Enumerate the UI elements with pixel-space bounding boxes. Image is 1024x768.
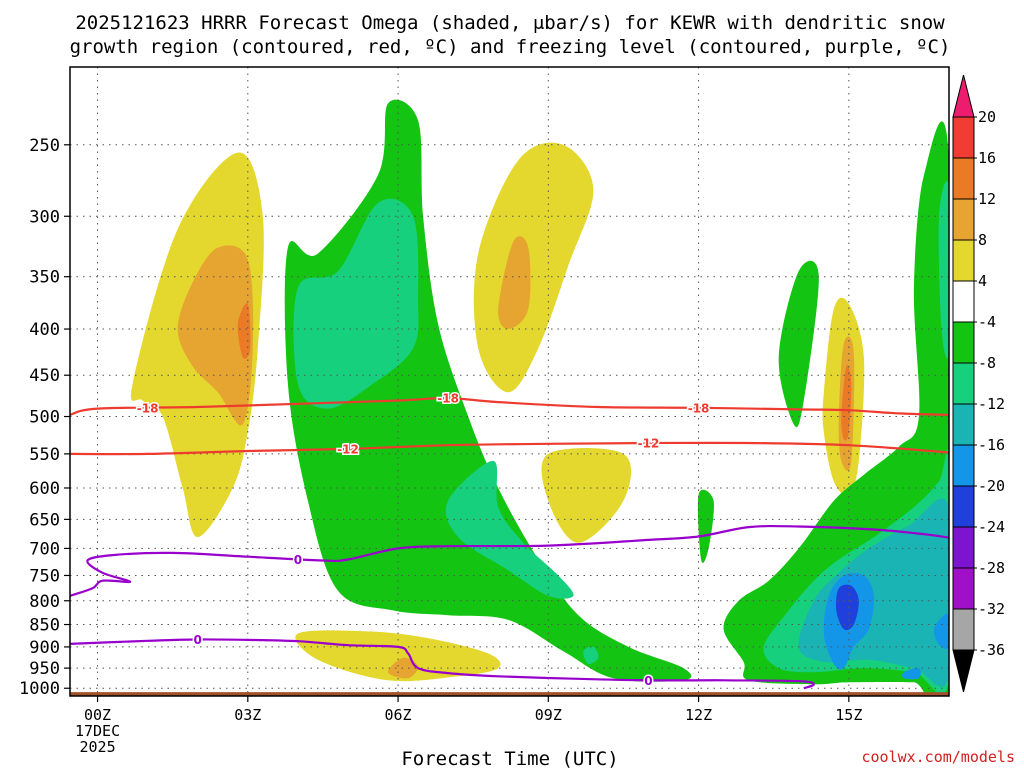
ytick-label-550: 550 — [29, 445, 60, 465]
colorbar-label-10: -24 — [978, 518, 1005, 536]
xtick-sublabel-0: 17DEC — [75, 722, 120, 740]
colorbar-bottom-arrow — [952, 649, 975, 693]
plot-area: -18 -18 -18 -12 -12 0 0 0 — [70, 67, 949, 696]
omega-shading — [130, 99, 949, 696]
surface-ground-bar — [70, 692, 949, 696]
omega-region-21 — [933, 613, 949, 650]
colorbar: 20 16 12 8 4 -4 -8 -12 -16 -20 -24 -28 -32 -36 — [952, 74, 1005, 693]
colorbar-label-2: 12 — [978, 190, 996, 208]
omega-region-10 — [295, 630, 501, 682]
omega-region-5 — [445, 460, 574, 599]
colorbar-label-13: -36 — [978, 641, 1005, 659]
xtick-label-15Z: 15Z — [835, 706, 862, 724]
dgz-contour-1 — [70, 441, 949, 456]
x-axis-label: Forecast Time (UTC) — [401, 748, 618, 768]
ytick-label-1000: 1000 — [19, 679, 60, 699]
xtick-label-03Z: 03Z — [234, 706, 261, 724]
colorbar-label-6: -8 — [978, 354, 996, 372]
omega-region-22 — [902, 667, 921, 680]
ytick-label-250: 250 — [29, 136, 60, 156]
omega-region-2 — [237, 303, 251, 359]
xtick-sublabel-1: 2025 — [79, 738, 115, 756]
colorbar-label-1: 16 — [978, 149, 996, 167]
colorbar-box-9 — [952, 485, 975, 528]
freezing-contour-label-0-0: 0 — [294, 553, 302, 567]
colorbar-box-8 — [952, 444, 975, 487]
freezing-contour-0 — [70, 524, 949, 597]
colorbar-box-4 — [952, 280, 975, 323]
colorbar-label-5: -4 — [978, 313, 996, 331]
colorbar-label-4: 4 — [978, 272, 987, 290]
colorbar-box-11 — [952, 567, 975, 610]
xtick-label-09Z: 09Z — [535, 706, 562, 724]
dgz-contour-label-0-1: -18 — [437, 392, 459, 406]
ytick-label-950: 950 — [29, 659, 60, 679]
omega-region-1 — [177, 245, 254, 426]
ytick-label-500: 500 — [29, 408, 60, 428]
colorbar-box-7 — [952, 403, 975, 446]
chart-title-line-1: 2025121623 HRRR Forecast Omega (shaded, … — [75, 12, 945, 34]
ytick-label-300: 300 — [29, 207, 60, 227]
ytick-label-850: 850 — [29, 616, 60, 636]
colorbar-box-3 — [952, 239, 975, 282]
omega-region-23 — [836, 584, 859, 631]
y-axis-ticks: 2503003504004505005506006507007508008509… — [19, 136, 70, 699]
xtick-label-00Z: 00Z — [84, 706, 111, 724]
freezing-contour-1 — [70, 638, 815, 690]
omega-region-12 — [697, 489, 714, 563]
colorbar-label-8: -16 — [978, 436, 1005, 454]
omega-region-16 — [841, 365, 852, 441]
colorbar-box-5 — [952, 321, 975, 364]
colorbar-label-0: 20 — [978, 108, 996, 126]
ytick-label-700: 700 — [29, 539, 60, 559]
ytick-label-900: 900 — [29, 638, 60, 658]
colorbar-box-2 — [952, 198, 975, 241]
omega-region-4 — [293, 198, 419, 409]
dgz-contour-label-0-2: -18 — [688, 401, 710, 415]
omega-region-7 — [473, 142, 594, 393]
colorbar-label-9: -20 — [978, 477, 1005, 495]
colorbar-label-3: 8 — [978, 231, 987, 249]
omega-region-8 — [498, 236, 531, 329]
colorbar-box-1 — [952, 157, 975, 200]
colorbar-label-11: -28 — [978, 559, 1005, 577]
omega-region-9 — [541, 448, 632, 543]
colorbar-box-6 — [952, 362, 975, 405]
ytick-label-400: 400 — [29, 320, 60, 340]
colorbar-box-12 — [952, 608, 975, 651]
xtick-label-06Z: 06Z — [385, 706, 412, 724]
ytick-label-450: 450 — [29, 366, 60, 386]
omega-region-13 — [778, 260, 819, 428]
ytick-label-800: 800 — [29, 592, 60, 612]
contour-lines: -18 -18 -18 -12 -12 0 0 0 — [70, 390, 949, 690]
dgz-contour-label-1-1: -12 — [638, 437, 660, 451]
credit-link[interactable]: coolwx.com/models — [861, 748, 1015, 766]
dgz-contour-label-1-0: -12 — [337, 442, 359, 456]
colorbar-box-10 — [952, 526, 975, 569]
chart-title-line-2: growth region (contoured, red, ºC) and f… — [70, 36, 951, 58]
omega-region-11 — [387, 657, 419, 679]
colorbar-label-7: -12 — [978, 395, 1005, 413]
dgz-contour-0 — [70, 396, 949, 416]
freezing-contour-label-1-0: 0 — [194, 633, 202, 647]
ytick-label-650: 650 — [29, 510, 60, 530]
omega-region-24 — [938, 181, 949, 359]
gridlines — [70, 67, 949, 696]
plot-frame — [69, 66, 950, 697]
ytick-label-600: 600 — [29, 479, 60, 499]
colorbar-box-0 — [952, 116, 975, 159]
ytick-label-350: 350 — [29, 268, 60, 288]
freezing-contour-label-1-1: 0 — [644, 674, 652, 688]
omega-region-6 — [583, 646, 599, 665]
colorbar-label-12: -32 — [978, 600, 1005, 618]
ytick-label-750: 750 — [29, 566, 60, 586]
xtick-label-12Z: 12Z — [685, 706, 712, 724]
dgz-contour-label-0-0: -18 — [137, 401, 159, 415]
